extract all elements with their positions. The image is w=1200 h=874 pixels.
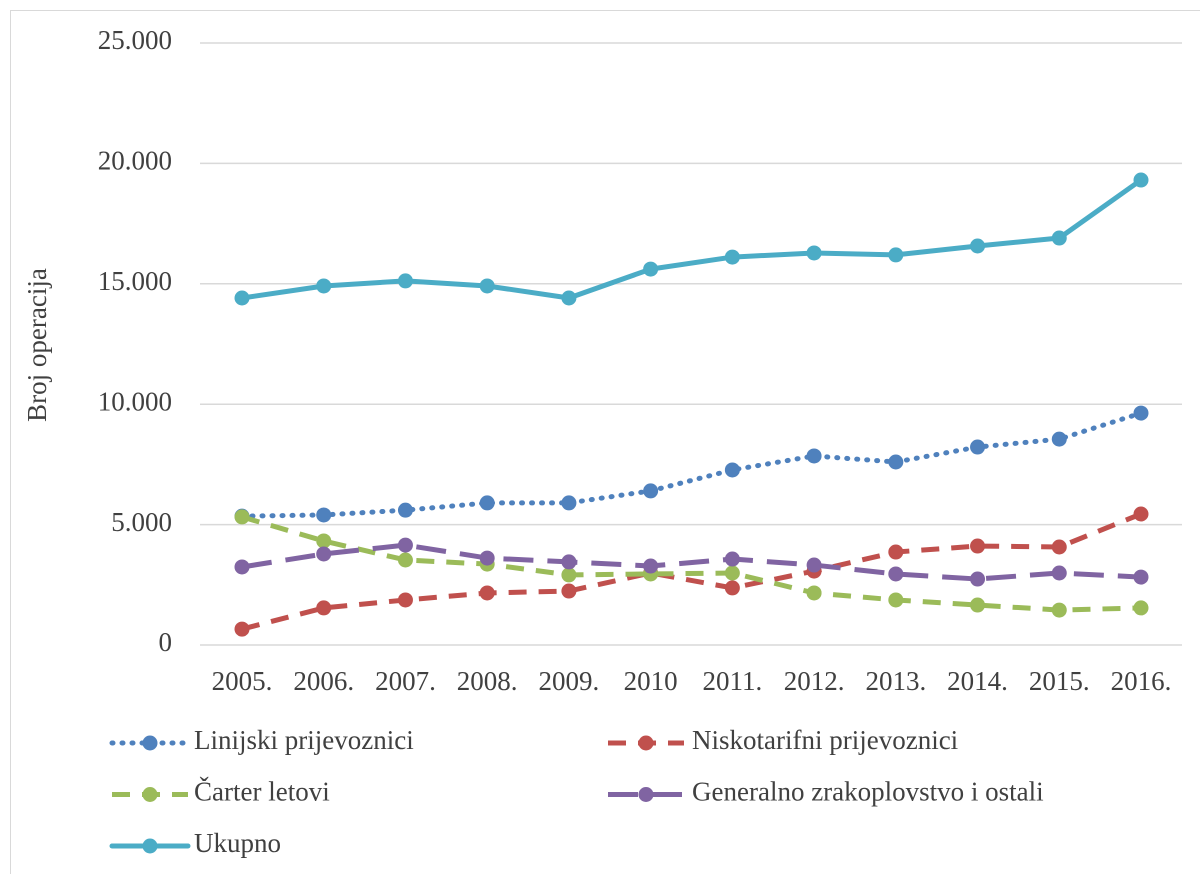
legend-marker xyxy=(142,735,158,751)
series-line xyxy=(241,542,1142,582)
data-point xyxy=(316,546,332,562)
data-point xyxy=(888,247,904,263)
data-point xyxy=(970,597,986,613)
legend-label: Ukupno xyxy=(194,828,281,858)
data-point xyxy=(724,249,740,265)
y-tick-label: 15.000 xyxy=(98,266,172,296)
data-point xyxy=(806,585,822,601)
series-line xyxy=(241,511,1142,632)
data-point xyxy=(479,495,495,511)
series-line xyxy=(241,514,1142,613)
data-point xyxy=(806,245,822,261)
x-tick-label: 2009. xyxy=(539,666,600,696)
y-tick-label: 10.000 xyxy=(98,386,172,416)
data-point xyxy=(397,537,413,553)
data-point xyxy=(970,538,986,554)
data-point xyxy=(643,558,659,574)
data-point xyxy=(479,585,495,601)
data-point xyxy=(234,290,250,306)
data-point xyxy=(1051,539,1067,555)
legend-label: Linijski prijevoznici xyxy=(194,725,414,755)
series-line xyxy=(239,410,1144,519)
legend-marker xyxy=(638,735,654,751)
data-point xyxy=(643,483,659,499)
data-point xyxy=(316,533,332,549)
x-tick-label: 2007. xyxy=(375,666,436,696)
data-point xyxy=(1051,565,1067,581)
y-tick-label: 0 xyxy=(159,627,173,657)
data-point xyxy=(1051,602,1067,618)
data-point xyxy=(316,600,332,616)
data-point xyxy=(561,495,577,511)
x-tick-label: 2005. xyxy=(212,666,273,696)
x-tick-label: 2012. xyxy=(784,666,845,696)
data-point xyxy=(397,592,413,608)
data-point xyxy=(1133,569,1149,585)
legend-marker xyxy=(638,787,654,802)
data-point xyxy=(888,592,904,608)
data-point xyxy=(1133,405,1149,421)
x-tick-label: 2013. xyxy=(865,666,926,696)
data-point xyxy=(316,278,332,294)
y-tick-label: 25.000 xyxy=(98,25,172,55)
data-point xyxy=(724,580,740,596)
chart-frame xyxy=(10,10,1200,874)
x-tick-label: 2010 xyxy=(624,666,678,696)
data-point xyxy=(888,566,904,582)
x-tick-label: 2008. xyxy=(457,666,518,696)
data-point xyxy=(479,278,495,294)
data-point xyxy=(397,502,413,518)
data-point xyxy=(970,439,986,455)
legend-label: Niskotarifni prijevoznici xyxy=(692,725,958,755)
x-tick-label: 2006. xyxy=(293,666,354,696)
data-point xyxy=(1133,506,1149,522)
data-point xyxy=(724,551,740,567)
data-point xyxy=(1133,600,1149,616)
data-point xyxy=(561,583,577,599)
data-point xyxy=(643,261,659,277)
x-tick-label: 2015. xyxy=(1029,666,1090,696)
data-point xyxy=(1051,230,1067,246)
data-point xyxy=(724,462,740,478)
data-point xyxy=(397,552,413,568)
data-point xyxy=(806,557,822,573)
x-tick-label: 2016. xyxy=(1111,666,1172,696)
data-point xyxy=(561,290,577,306)
legend-label: Generalno zrakoplovstvo i ostali xyxy=(692,777,1044,807)
data-point xyxy=(234,559,250,575)
legend-marker xyxy=(142,838,158,854)
y-tick-label: 20.000 xyxy=(98,146,172,176)
data-point xyxy=(479,550,495,566)
data-point xyxy=(888,454,904,470)
data-point xyxy=(888,544,904,560)
data-point xyxy=(234,621,250,637)
legend-label: Čarter letovi xyxy=(194,777,330,807)
legend-marker xyxy=(142,787,158,802)
data-point xyxy=(970,238,986,254)
data-point xyxy=(1133,172,1149,188)
y-axis-label: Broj operacija xyxy=(22,268,52,422)
data-point xyxy=(724,565,740,581)
series-line xyxy=(239,177,1144,301)
data-point xyxy=(397,273,413,289)
data-point xyxy=(561,554,577,570)
data-point xyxy=(561,567,577,583)
x-tick-label: 2014. xyxy=(947,666,1008,696)
data-point xyxy=(806,448,822,464)
data-point xyxy=(316,507,332,523)
data-point xyxy=(1051,431,1067,447)
y-tick-label: 5.000 xyxy=(111,507,172,537)
data-point xyxy=(234,509,250,525)
data-point xyxy=(970,571,986,587)
x-tick-label: 2011. xyxy=(702,666,762,696)
